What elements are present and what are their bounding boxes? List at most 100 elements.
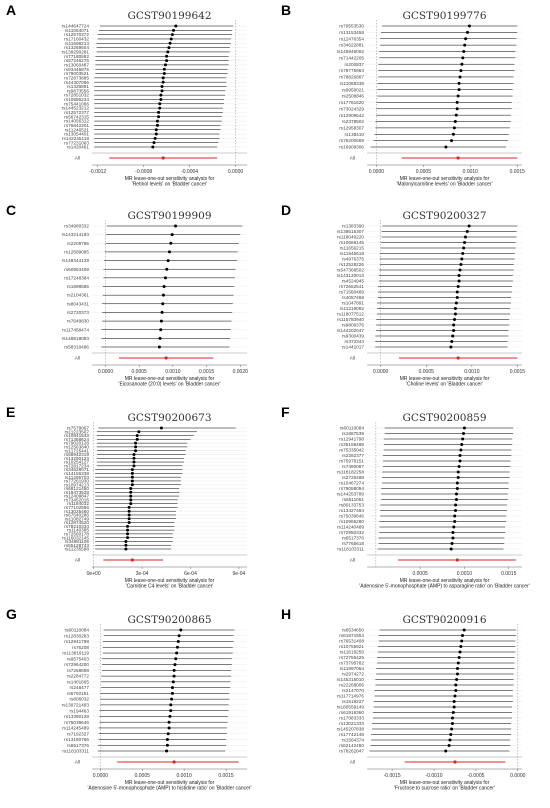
panel-a: A GCST90199642rs144647724rs11054071rs1257… — [6, 2, 247, 188]
estimate-point — [174, 657, 178, 661]
x-tick-label: 0.0000 — [228, 169, 244, 175]
all-label: All — [75, 356, 80, 361]
snp-label: rs11725441 — [65, 448, 90, 453]
snp-label: rs10254127 — [64, 460, 89, 465]
estimate-point — [461, 634, 465, 637]
estimate-point — [124, 547, 128, 551]
estimate-point — [124, 543, 128, 547]
snp-label: rs143214193 — [62, 232, 90, 237]
snp-label: rs11054071 — [65, 28, 90, 33]
estimate-point — [463, 241, 467, 244]
estimate-point — [167, 720, 171, 724]
snp-label: rs13060487 — [64, 62, 89, 67]
estimate-point — [444, 145, 448, 149]
snp-label: rs4524945 — [342, 279, 365, 284]
estimate-point — [165, 749, 169, 753]
estimate-point — [452, 329, 456, 332]
estimate-point — [126, 524, 130, 528]
estimate-point — [459, 645, 463, 648]
estimate-point — [157, 110, 161, 114]
snp-label: rs138410 — [344, 132, 364, 137]
snp-label: rs93446875 — [64, 67, 89, 72]
estimate-point — [460, 62, 464, 66]
estimate-point — [174, 224, 178, 228]
estimate-point — [124, 539, 128, 543]
snp-label: rs9300439 — [342, 334, 365, 339]
estimate-point — [132, 452, 136, 456]
snp-label: rs60110084 — [65, 628, 90, 633]
snp-label: rs12941798 — [64, 639, 89, 644]
x-axis-label: 'Choline levels' on 'Bladder cancer' — [406, 382, 483, 388]
estimate-point — [130, 471, 134, 475]
estimate-point — [165, 59, 169, 63]
estimate-point — [127, 505, 131, 509]
x-tick-label: 0.0015 — [501, 571, 517, 577]
x-axis-label: MR leave-one-out sensitivity analysis fo… — [400, 578, 490, 584]
estimate-point — [448, 738, 452, 742]
estimate-point — [457, 465, 461, 468]
snp-label: rs10841543 — [64, 433, 89, 438]
estimate-point — [163, 63, 167, 67]
panel-title: GCST90200673 — [127, 412, 211, 424]
snp-label: rs1326891 — [67, 84, 90, 89]
snp-label: rs12528226 — [339, 262, 364, 267]
estimate-point — [457, 88, 461, 92]
x-tick-label: 0.0020 — [233, 369, 249, 375]
estimate-point — [451, 711, 455, 714]
snp-label: rs62142450 — [339, 743, 364, 748]
snp-label: rs7765618 — [342, 541, 365, 546]
estimate-point — [155, 123, 159, 127]
estimate-point — [163, 276, 167, 280]
panel-f: F GCST90200859 rs60110084rs1887539rs129417… — [281, 404, 530, 590]
estimate-point — [172, 28, 176, 32]
snp-label: rs1184032 — [67, 501, 89, 506]
estimate-point — [158, 102, 162, 106]
estimate-point — [455, 107, 459, 111]
estimate-point — [132, 460, 136, 464]
x-tick-label: 0.0010 — [177, 773, 193, 779]
estimate-point — [168, 714, 172, 718]
estimate-point — [129, 490, 133, 494]
estimate-point — [456, 94, 460, 98]
x-tick-label: 9e-04 — [233, 571, 246, 577]
estimate-point — [172, 668, 176, 672]
snp-label: rs7192327 — [67, 731, 90, 736]
snp-label: rs13054401 — [64, 132, 89, 137]
panel-b: B GCST90199776 rs79553530rs13153458rs12476… — [281, 2, 525, 188]
estimate-point — [457, 656, 461, 659]
estimate-point — [462, 49, 466, 53]
snp-label: rs1441017 — [342, 345, 365, 350]
panel-letter: D — [281, 202, 291, 218]
snp-label: rs12830283 — [64, 633, 89, 638]
x-tick-label: -0.0005 — [467, 773, 484, 779]
x-axis-label: 'Adenosine 5'-monophosphate (AMP) to his… — [87, 786, 251, 792]
x-tick-label: 0.0005 — [135, 773, 151, 779]
estimate-point — [161, 76, 165, 80]
estimate-point — [169, 703, 173, 707]
snp-label: rs17742148 — [339, 732, 364, 737]
snp-label: rs13180766 — [64, 737, 89, 742]
snp-label: rs118103311 — [62, 749, 89, 754]
snp-label: rs6534650 — [342, 628, 365, 633]
estimate-point — [159, 328, 163, 332]
all-label: All — [350, 156, 355, 161]
snp-label: rs138616307 — [337, 229, 365, 234]
snp-label: rs7490087 — [342, 464, 365, 469]
estimate-point — [462, 432, 466, 435]
snp-label: rs12941798 — [339, 437, 364, 442]
snp-label: rs75039646 — [64, 720, 89, 725]
panel-title: GCST90200916 — [402, 614, 486, 626]
estimate-point — [454, 683, 458, 687]
estimate-point — [158, 336, 162, 340]
x-tick-label: 0e+00 — [87, 571, 101, 577]
estimate-point — [130, 468, 134, 472]
estimate-point — [452, 126, 456, 130]
estimate-point — [157, 345, 161, 349]
snp-label: rs116032145 — [62, 535, 89, 540]
estimate-point — [458, 454, 462, 457]
snp-label: rs806032 — [69, 697, 89, 702]
snp-label: rs12958307 — [339, 125, 364, 130]
x-tick-label: 0.0000 — [373, 369, 389, 375]
snp-label: rs2974272 — [342, 672, 365, 677]
snp-label: rs72873885 — [64, 75, 89, 80]
